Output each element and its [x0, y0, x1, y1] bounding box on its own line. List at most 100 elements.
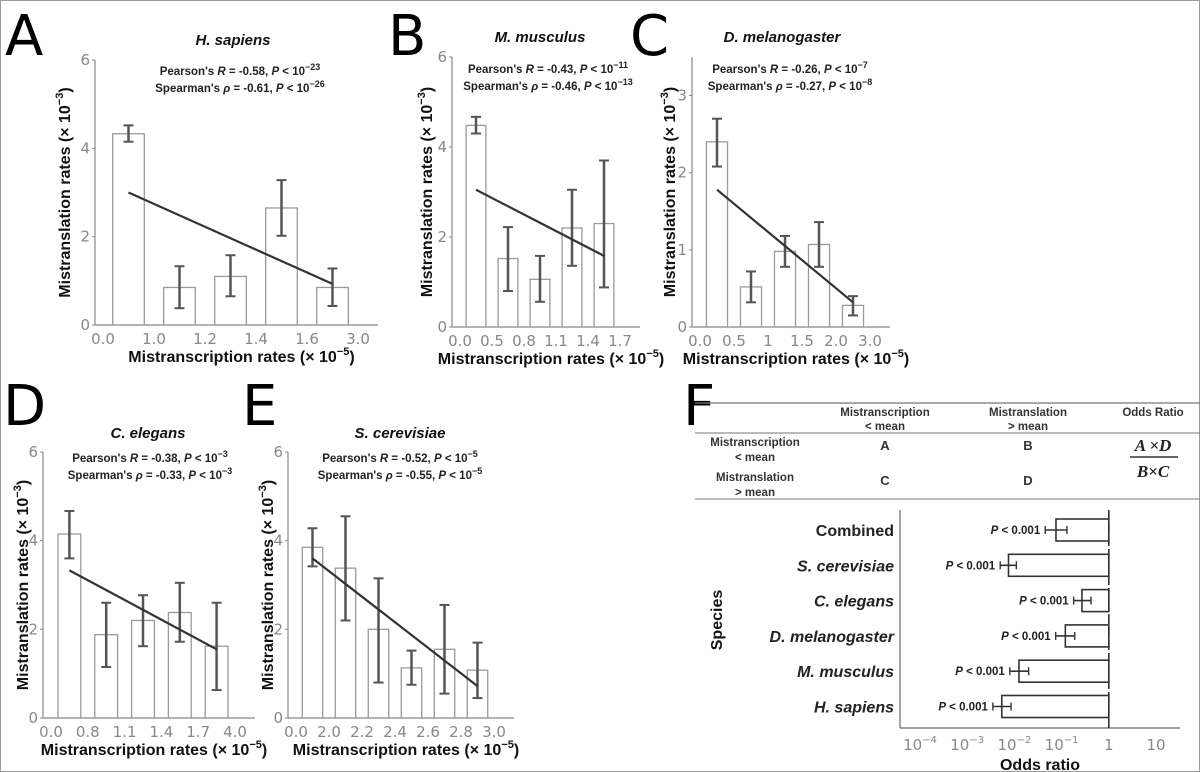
- p-threshold: < 10: [446, 470, 472, 482]
- p-exponent: −5: [472, 466, 482, 476]
- y-label-exponent: −3: [257, 485, 269, 498]
- y-label-exponent: −3: [54, 93, 66, 106]
- x-tick-label: 3.0: [482, 723, 506, 741]
- p-symbol: P: [188, 470, 196, 482]
- p-symbol: P: [824, 64, 832, 76]
- species-label: S. cerevisiae: [797, 558, 894, 575]
- x-axis-label: Mistranscription rates (× 10−5): [438, 348, 664, 368]
- y-label-exponent: −3: [416, 92, 428, 105]
- panel-letter: F: [683, 374, 715, 439]
- y-tick-label: 0: [273, 709, 283, 727]
- regression-line: [311, 557, 479, 687]
- x-tick-label: 10−4: [903, 735, 937, 754]
- x-tick-label: 2.0: [317, 723, 341, 741]
- panel-title: C. elegans: [110, 425, 185, 442]
- p-threshold: < 10: [592, 81, 618, 93]
- y-tick-label: 0: [80, 316, 90, 334]
- y-tick-label: 4: [28, 532, 38, 550]
- panel-e: E S. cerevisiae Pearson's R = -0.52, P < 1…: [242, 374, 519, 759]
- y-label-close: ): [260, 480, 277, 485]
- odds-denominator: B×C: [1136, 462, 1170, 481]
- y-tick-label: 4: [437, 138, 447, 156]
- y-label-text: Mistranslation rates (× 10: [260, 498, 277, 691]
- tick-base: 10: [903, 736, 922, 754]
- p-exponent: −3: [218, 449, 228, 459]
- x-label-exponent: −5: [249, 739, 262, 751]
- spearman-stat: Spearman's ρ = -0.27, P < 10−8: [708, 77, 872, 93]
- pearson-stat: Pearson's R = -0.52, P < 10−5: [322, 449, 478, 465]
- p-symbol: P: [1019, 596, 1027, 608]
- stat-label: Pearson's: [322, 453, 380, 465]
- y-tick-label: 6: [273, 443, 283, 461]
- p-threshold: < 0.001: [963, 666, 1005, 678]
- x-label-text: Mistranscription rates (× 10: [683, 351, 892, 368]
- x-label-text: Mistranscription rates (× 10: [128, 349, 337, 366]
- x-tick-label: 0.0: [39, 723, 63, 741]
- x-tick-label: 2.4: [383, 723, 407, 741]
- pearson-stat: Pearson's R = -0.43, P < 10−11: [468, 60, 628, 76]
- tick-exponent: −4: [922, 735, 937, 746]
- stat-label: Pearson's: [468, 64, 526, 76]
- x-tick-label: 10−3: [950, 735, 984, 754]
- tick-base: 10: [997, 736, 1016, 754]
- stat-value: = -0.33,: [143, 470, 189, 482]
- table-row-label: < mean: [735, 452, 775, 464]
- x-label-close: ): [349, 349, 354, 366]
- x-tick-label: 0.5: [480, 332, 504, 350]
- x-label-close: ): [262, 742, 267, 759]
- p-symbol: P: [938, 702, 946, 714]
- panel-c: C D. melanogaster Pearson's R = -0.26, P <…: [630, 4, 909, 368]
- spearman-stat: Spearman's ρ = -0.61, P < 10−26: [155, 79, 324, 95]
- x-tick-label: 3.0: [858, 332, 882, 350]
- y-tick-label: 6: [80, 51, 90, 69]
- y-label-text: Mistranslation rates (× 10: [662, 105, 679, 298]
- table-row-label: > mean: [735, 487, 775, 499]
- pearson-stat: Pearson's R = -0.26, P < 10−7: [712, 60, 868, 76]
- x-tick-label: 1: [1104, 736, 1114, 754]
- regression-line: [475, 188, 605, 257]
- y-tick-label: 2: [28, 620, 38, 638]
- species-label: D. melanogaster: [770, 629, 895, 646]
- table-header: Odds Ratio: [1122, 407, 1183, 419]
- table-row-label: Mistranslation: [716, 472, 794, 484]
- y-tick-label: 0: [677, 318, 687, 336]
- p-symbol: P: [991, 525, 999, 537]
- x-label-exponent: −5: [891, 348, 904, 360]
- y-tick-label: 4: [80, 139, 90, 157]
- p-symbol: P: [184, 453, 192, 465]
- y-axis-label: Mistranslation rates (× 10−3): [416, 87, 436, 297]
- x-tick-label: 1: [763, 332, 773, 350]
- table-cell: D: [1023, 473, 1032, 488]
- y-tick-label: 3: [677, 87, 687, 105]
- p-exponent: −5: [468, 449, 478, 459]
- y-axis-label: Species: [709, 590, 726, 651]
- x-label-text: Mistranscription rates (× 10: [438, 351, 647, 368]
- y-tick-label: 6: [437, 48, 447, 66]
- y-tick-label: 2: [80, 228, 90, 246]
- p-value-label: P < 0.001: [1001, 631, 1051, 643]
- p-value-label: P < 0.001: [1019, 596, 1069, 608]
- p-threshold: < 0.001: [998, 525, 1040, 537]
- y-tick-label: 1: [677, 241, 687, 259]
- x-tick-label: 0.0: [448, 332, 472, 350]
- p-symbol: P: [271, 66, 279, 78]
- bar: [465, 124, 487, 328]
- table-header: > mean: [1008, 421, 1048, 433]
- p-threshold: < 10: [832, 64, 858, 76]
- panel-title: D. melanogaster: [724, 29, 842, 46]
- panel-letter: B: [388, 4, 426, 69]
- x-label-exponent: −5: [646, 348, 659, 360]
- x-tick-label: 3.0: [346, 330, 370, 348]
- p-symbol: P: [1001, 631, 1009, 643]
- p-threshold: < 10: [587, 64, 613, 76]
- p-threshold: < 10: [836, 81, 862, 93]
- x-tick-label: 1.1: [113, 723, 137, 741]
- regression-line: [128, 191, 333, 285]
- stat-symbol: R: [770, 64, 779, 76]
- spearman-stat: Spearman's ρ = -0.55, P < 10−5: [318, 466, 482, 482]
- y-label-exponent: −3: [12, 485, 24, 498]
